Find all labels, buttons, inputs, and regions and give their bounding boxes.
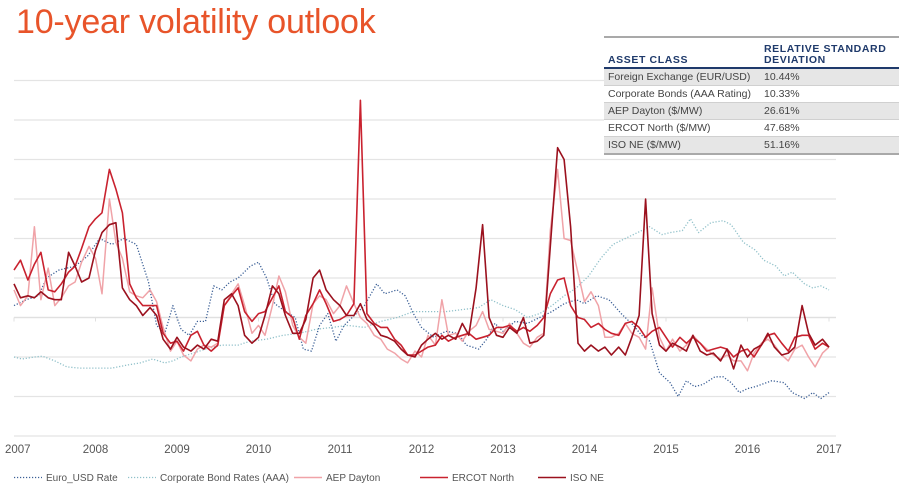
- series-line-aep-dayton: [13, 168, 830, 372]
- x-tick-label: 2013: [490, 444, 516, 456]
- x-tick-label: 2008: [83, 444, 109, 456]
- asset-cell: ISO NE ($/MW): [604, 136, 760, 154]
- series-lines: [13, 99, 830, 400]
- legend-label: Euro_USD Rate: [46, 473, 118, 484]
- column-header-relative-std-dev: RELATIVE STANDARD DEVIATION: [760, 37, 899, 69]
- table-row: ISO NE ($/MW) 51.16%: [604, 136, 899, 154]
- table-header-row: ASSET CLASS RELATIVE STANDARD DEVIATION: [604, 37, 899, 69]
- x-tick-label: 2012: [409, 444, 435, 456]
- x-tick-label: 2011: [328, 444, 353, 456]
- series-line-iso-ne: [13, 146, 830, 370]
- column-header-asset-class: ASSET CLASS: [604, 37, 760, 69]
- x-axis: [13, 316, 836, 322]
- legend-label: AEP Dayton: [326, 473, 380, 484]
- asset-cell: ERCOT North ($/MW): [604, 119, 760, 137]
- legend-label: ERCOT North: [452, 473, 514, 484]
- x-tick-label: 2016: [735, 444, 761, 456]
- value-cell: 26.61%: [760, 102, 899, 120]
- value-cell: 10.44%: [760, 68, 899, 86]
- page-title: 10-year volatility outlook: [16, 3, 376, 41]
- value-cell: 10.33%: [760, 85, 899, 103]
- legend-label: Corporate Bond Rates (AAA): [160, 473, 289, 484]
- x-tick-label: 2010: [246, 444, 272, 456]
- legend-label: ISO NE: [570, 473, 604, 484]
- x-tick-labels: 2007 2008 2009 2010 2011 2012 2013 2014 2015 2016…: [5, 444, 842, 456]
- x-tick-label: 2015: [653, 444, 679, 456]
- asset-cell: AEP Dayton ($/MW): [604, 102, 760, 120]
- table-row: Foreign Exchange (EUR/USD) 10.44%: [604, 68, 899, 86]
- table-row: AEP Dayton ($/MW) 26.61%: [604, 102, 899, 120]
- x-tick-label: 2014: [572, 444, 598, 456]
- volatility-table: ASSET CLASS RELATIVE STANDARD DEVIATION F…: [604, 36, 899, 155]
- value-cell: 51.16%: [760, 136, 899, 154]
- asset-cell: Corporate Bonds (AAA Rating): [604, 85, 760, 103]
- series-line-corporate-bond-rates-aaa: [13, 218, 830, 369]
- asset-cell: Foreign Exchange (EUR/USD): [604, 68, 760, 86]
- x-tick-label: 2017: [816, 444, 842, 456]
- x-tick-label: 2009: [164, 444, 190, 456]
- value-cell: 47.68%: [760, 119, 899, 137]
- x-tick-label: 2007: [5, 444, 31, 456]
- legend: Euro_USD Rate Corporate Bond Rates (AAA) A…: [14, 473, 604, 484]
- table-row: Corporate Bonds (AAA Rating) 10.33%: [604, 85, 899, 103]
- table-row: ERCOT North ($/MW) 47.68%: [604, 119, 899, 137]
